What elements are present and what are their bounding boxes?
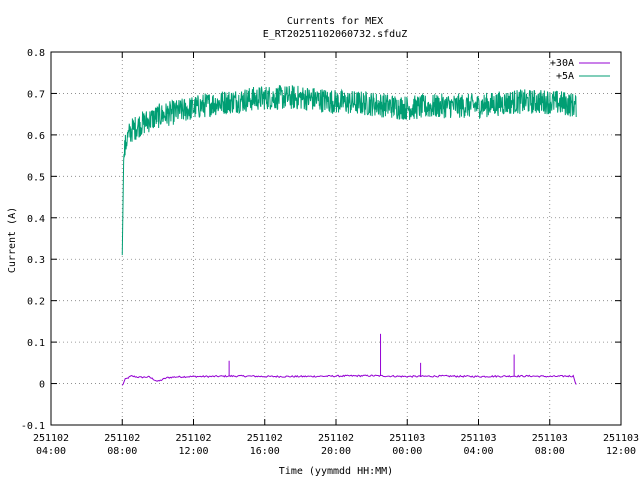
- x-tick-label-time: 20:00: [321, 446, 351, 457]
- grid: [51, 52, 621, 425]
- chart-title: Currents for MEX: [287, 16, 383, 27]
- x-tick-label-date: 251102: [175, 433, 211, 444]
- y-tick-label: 0.4: [27, 214, 45, 225]
- x-axis-label: Time (yymmdd HH:MM): [279, 466, 393, 477]
- x-tick-label-date: 251103: [532, 433, 568, 444]
- y-tick-label: 0.6: [27, 131, 45, 142]
- x-tick-label-date: 251102: [318, 433, 354, 444]
- x-tick-label-date: 251103: [460, 433, 496, 444]
- x-tick-label-time: 08:00: [535, 446, 565, 457]
- x-tick-label-date: 251103: [389, 433, 425, 444]
- x-tick-label-date: 251102: [104, 433, 140, 444]
- y-axis-label: Current (A): [7, 207, 18, 273]
- legend-label-30a: +30A: [550, 58, 574, 69]
- axis-ticks: -0.1 0 0.1 0.2 0.3 0.4 0.5 0.6 0.7 0.8 251102 04:00…: [21, 48, 639, 457]
- y-tick-label: 0.3: [27, 255, 45, 266]
- chart-subtitle: E_RT20251102060732.sfduZ: [263, 29, 408, 40]
- y-tick-label: 0.2: [27, 297, 45, 308]
- x-tick-label-time: 08:00: [107, 446, 137, 457]
- series-line-5a: [121, 84, 577, 256]
- x-tick-label-time: 04:00: [463, 446, 493, 457]
- x-tick-label-date: 251102: [247, 433, 283, 444]
- legend-label-5a: +5A: [556, 71, 574, 82]
- y-tick-label: 0.1: [27, 338, 45, 349]
- plot-border: [50, 51, 622, 426]
- x-tick-label-time: 00:00: [392, 446, 422, 457]
- x-tick-label-time: 12:00: [178, 446, 208, 457]
- y-tick-label: 0.8: [27, 48, 45, 59]
- y-tick-label: 0: [39, 380, 45, 391]
- x-tick-label-time: 12:00: [606, 446, 636, 457]
- x-tick-label-date: 251102: [33, 433, 69, 444]
- series-lines: [121, 84, 577, 386]
- legend: +30A +5A: [550, 58, 610, 82]
- x-tick-label-time: 04:00: [36, 446, 66, 457]
- y-tick-label: 0.7: [27, 89, 45, 100]
- y-tick-label: 0.5: [27, 172, 45, 183]
- x-tick-label-time: 16:00: [250, 446, 280, 457]
- y-tick-label: -0.1: [21, 421, 45, 432]
- series-line-30a: [121, 374, 577, 386]
- x-tick-label-date: 251103: [603, 433, 639, 444]
